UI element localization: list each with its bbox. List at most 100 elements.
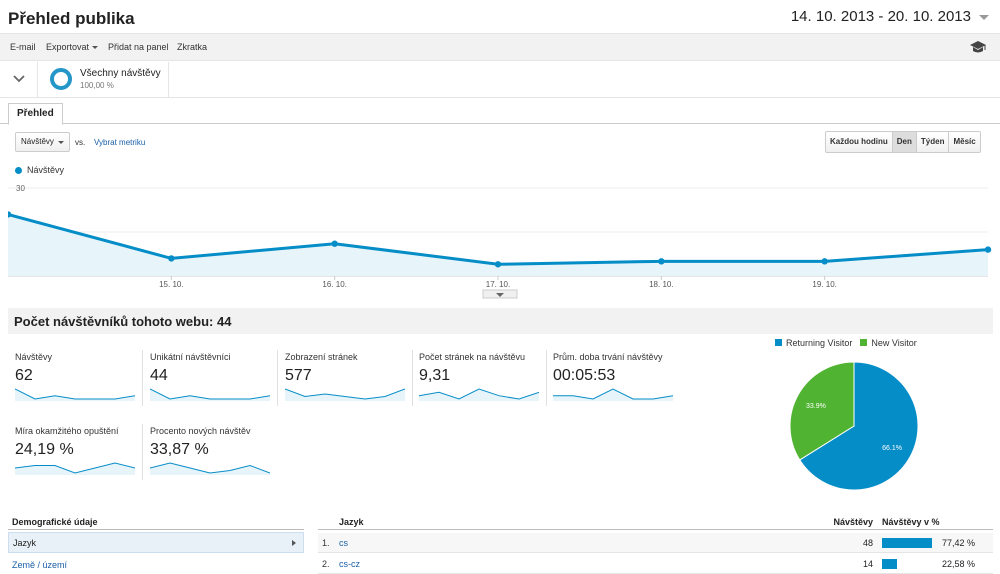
metric-card[interactable]: Prům. doba trvání návštěvy 00:05:53 bbox=[553, 352, 681, 414]
legend-returning[interactable]: Returning Visitor bbox=[775, 338, 852, 348]
row-index: 2. bbox=[322, 559, 330, 569]
export-button[interactable]: Exportovat bbox=[46, 42, 99, 52]
segment-percent: 100,00 % bbox=[80, 81, 114, 90]
visits-value: 48 bbox=[862, 538, 873, 548]
data-point[interactable] bbox=[658, 258, 665, 265]
period-week-button[interactable]: Týden bbox=[915, 132, 949, 152]
metric-card[interactable]: Míra okamžitého opuštění 24,19 % bbox=[15, 426, 143, 488]
metric-sparkline bbox=[150, 462, 270, 475]
metric-card[interactable]: Zobrazení stránek 577 bbox=[285, 352, 413, 414]
sparkline-line bbox=[15, 388, 135, 400]
summary-header: Počet návštěvníků tohoto webu: 44 bbox=[8, 308, 993, 334]
chevron-right-icon bbox=[292, 540, 296, 546]
chevron-down-icon bbox=[496, 293, 504, 297]
col-language: Jazyk bbox=[339, 517, 364, 527]
period-day-button[interactable]: Den bbox=[891, 132, 916, 152]
sparkline-area bbox=[285, 389, 405, 401]
segment-divider bbox=[168, 62, 169, 98]
date-range-label: 14. 10. 2013 - 20. 10. 2013 bbox=[790, 8, 971, 25]
vs-label: vs. bbox=[75, 138, 86, 147]
metric-value: 577 bbox=[285, 367, 312, 384]
data-point[interactable] bbox=[494, 261, 502, 268]
demographics-item-language[interactable]: Jazyk bbox=[8, 532, 304, 553]
email-button[interactable]: E-mail bbox=[10, 42, 36, 52]
metric-card[interactable]: Počet stránek na návštěvu 9,31 bbox=[419, 352, 547, 414]
sparkline-line bbox=[150, 388, 270, 400]
metric-card[interactable]: Unikátní návštěvníci 44 bbox=[150, 352, 278, 414]
graduation-cap-icon[interactable] bbox=[970, 40, 986, 54]
segment-bar: Všechny návštěvy 100,00 % bbox=[0, 62, 1000, 98]
row-index: 1. bbox=[322, 538, 330, 548]
report-toolbar: E-mail Exportovat Přidat na panel Zkratk… bbox=[0, 33, 1000, 61]
metric-label: Procento nových návštěv bbox=[150, 426, 251, 436]
metric-value: 62 bbox=[15, 367, 33, 384]
metric-card[interactable]: Procento nových návštěv 33,87 % bbox=[150, 426, 278, 488]
chevron-down-icon bbox=[979, 15, 989, 20]
sparkline-line bbox=[419, 388, 539, 400]
metric-sparkline bbox=[15, 388, 135, 401]
pie-slice[interactable] bbox=[789, 361, 855, 461]
sparkline-line bbox=[15, 462, 135, 474]
metric-value: 9,31 bbox=[419, 367, 451, 384]
legend-new[interactable]: New Visitor bbox=[860, 338, 917, 348]
summary-title: Počet návštěvníků tohoto webu: 44 bbox=[14, 314, 232, 329]
metric-value: 24,19 % bbox=[15, 441, 74, 458]
metric-card[interactable]: Návštěvy 62 bbox=[15, 352, 143, 414]
data-point[interactable] bbox=[8, 211, 12, 218]
language-link[interactable]: cs-cz bbox=[339, 559, 360, 569]
shortcut-button[interactable]: Zkratka bbox=[177, 42, 208, 52]
demographics-header: Demografické údaje bbox=[8, 514, 304, 530]
demographics-item-country[interactable]: Země / území bbox=[12, 560, 68, 570]
period-toggle-group: Každou hodinu Den Týden Měsíc bbox=[825, 131, 981, 153]
metric-sparkline bbox=[150, 388, 270, 401]
data-point[interactable] bbox=[821, 258, 828, 265]
language-link[interactable]: cs bbox=[339, 538, 348, 548]
metric-sparkline bbox=[419, 388, 539, 401]
table-header: Jazyk Návštěvy Návštěvy v % bbox=[318, 514, 993, 530]
metric-sparkline bbox=[15, 462, 135, 475]
sparkline-line bbox=[150, 462, 270, 474]
add-to-dashboard-button[interactable]: Přidat na panel bbox=[108, 42, 169, 52]
x-tick-label: 16. 10. bbox=[322, 280, 346, 289]
segment-name[interactable]: Všechny návštěvy bbox=[80, 68, 161, 79]
segment-toggle[interactable] bbox=[0, 62, 38, 98]
page-title: Přehled publika bbox=[8, 9, 135, 28]
metric-label: Počet stránek na návštěvu bbox=[419, 352, 526, 362]
metric-label: Zobrazení stránek bbox=[285, 352, 358, 362]
metric-label: Návštěvy bbox=[15, 352, 53, 362]
data-point[interactable] bbox=[331, 240, 338, 247]
data-point[interactable] bbox=[984, 246, 992, 253]
col-visits-pct: Návštěvy v % bbox=[882, 517, 940, 527]
tab-overview[interactable]: Přehled bbox=[8, 103, 63, 125]
legend-swatch bbox=[860, 339, 868, 346]
sparkline-area bbox=[150, 389, 270, 401]
metric-select[interactable]: Návštěvy bbox=[15, 132, 70, 152]
sparkline-line bbox=[285, 388, 405, 400]
x-tick-label: 18. 10. bbox=[649, 280, 673, 289]
period-month-button[interactable]: Měsíc bbox=[948, 132, 979, 152]
legend-label: Návštěvy bbox=[27, 165, 65, 175]
sparkline-area bbox=[15, 389, 135, 401]
segment-ring-icon bbox=[50, 68, 72, 90]
select-metric-link[interactable]: Vybrat metriku bbox=[94, 138, 146, 147]
data-point[interactable] bbox=[168, 255, 175, 262]
metric-divider bbox=[412, 350, 413, 406]
series-area bbox=[8, 214, 988, 276]
chevron-down-icon bbox=[13, 75, 25, 83]
pie-slice[interactable] bbox=[799, 361, 919, 491]
metric-label: Unikátní návštěvníci bbox=[150, 352, 231, 362]
table-row: 2. cs-cz 14 22,58 % bbox=[318, 554, 993, 574]
tab-row: Přehled bbox=[0, 100, 1000, 125]
legend-marker bbox=[15, 167, 22, 174]
visitor-type-pie-chart: 66.1% 33.9% bbox=[789, 361, 919, 491]
metric-label: Míra okamžitého opuštění bbox=[15, 426, 119, 436]
legend-swatch bbox=[775, 339, 782, 346]
chevron-down-icon bbox=[58, 141, 64, 144]
chevron-down-icon bbox=[92, 46, 99, 50]
date-range-picker[interactable]: 14. 10. 2013 - 20. 10. 2013 bbox=[779, 4, 994, 28]
metric-sparkline bbox=[285, 388, 405, 401]
demographics-item-label: Jazyk bbox=[13, 538, 37, 548]
period-hourly-button[interactable]: Každou hodinu bbox=[830, 137, 888, 146]
export-label: Exportovat bbox=[46, 42, 90, 52]
